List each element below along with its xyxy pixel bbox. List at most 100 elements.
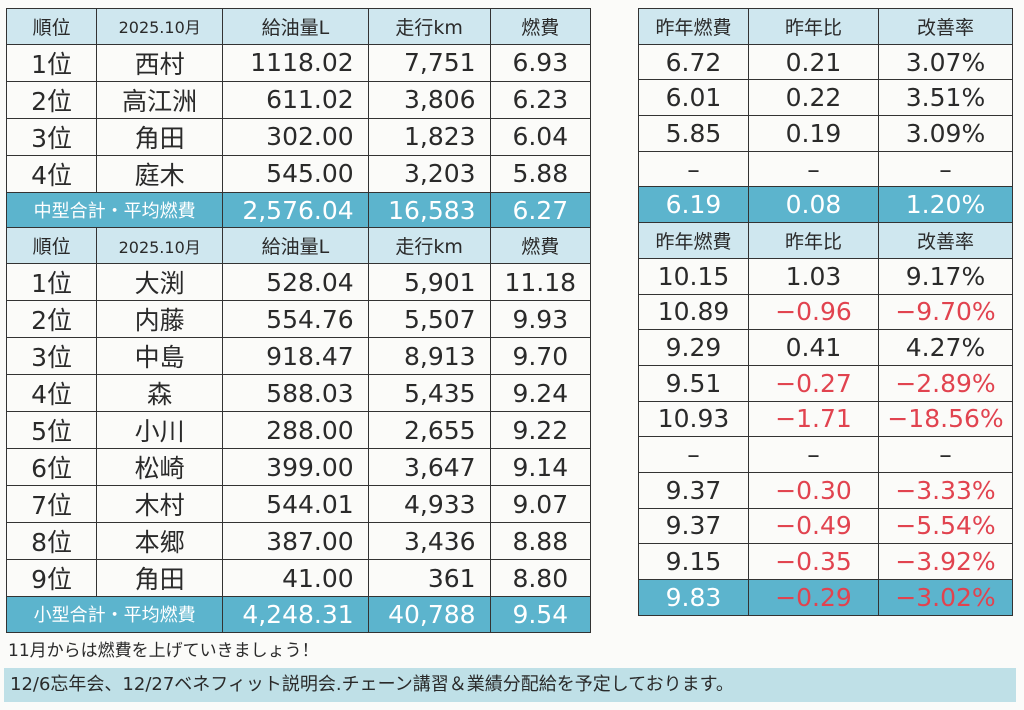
- fuel-cell: 545.00: [222, 154, 369, 193]
- last-year-cell: 5.85: [638, 115, 749, 152]
- driver-name: 角田: [96, 117, 224, 156]
- rate-cell: −5.54%: [878, 507, 1013, 545]
- last-year-cell: 9.37: [638, 471, 749, 509]
- rank-cell: 8位: [5, 522, 98, 561]
- table-row: 6位 松崎 399.00 3,647 9.14: [5, 448, 592, 487]
- last-year-cell: 10.89: [638, 293, 749, 331]
- rank-cell: 6位: [5, 448, 98, 487]
- diff-cell: −1.71: [748, 400, 879, 438]
- rank-cell: 4位: [5, 374, 98, 413]
- table-row: – – –: [638, 436, 1013, 473]
- efficiency-cell: 9.93: [489, 300, 592, 339]
- diff-cell: −0.96: [748, 293, 879, 331]
- distance-cell: 5,507: [367, 300, 491, 339]
- last-year-cell: 9.37: [638, 507, 749, 545]
- fuel-cell: 387.00: [222, 522, 369, 561]
- table-row: 3位 角田 302.00 1,823 6.04: [5, 117, 592, 156]
- rank-cell: 1位: [5, 43, 98, 82]
- distance-cell: 3,203: [367, 154, 491, 193]
- table-row: 10.93 −1.71 −18.56%: [638, 400, 1013, 438]
- table-row: 8位 本郷 387.00 3,436 8.88: [5, 522, 592, 561]
- rank-cell: 2位: [5, 80, 98, 119]
- column-header: 昨年比: [748, 8, 879, 45]
- distance-cell: 3,647: [367, 448, 491, 487]
- average-efficiency: 9.54: [489, 596, 592, 633]
- driver-name: 西村: [96, 43, 224, 82]
- table-row: – – –: [638, 150, 1013, 188]
- fuel-cell: 41.00: [222, 559, 369, 598]
- column-header: 給油量L: [222, 8, 369, 45]
- diff-total: −0.29: [748, 579, 879, 616]
- fuel-cell: 1118.02: [222, 43, 369, 82]
- driver-name: 内藤: [96, 300, 224, 339]
- table-row: 7位 木村 544.01 4,933 9.07: [5, 485, 592, 524]
- distance-total: 40,788: [367, 596, 491, 633]
- column-header: 昨年燃費: [638, 8, 749, 45]
- diff-cell: 1.03: [748, 257, 879, 295]
- last-year-average: 9.83: [638, 579, 749, 616]
- column-header: 2025.10月: [96, 227, 224, 265]
- table-row: 10.15 1.03 9.17%: [638, 257, 1013, 295]
- diff-cell: 0.19: [748, 115, 879, 152]
- header-row: 昨年燃費 昨年比 改善率: [638, 8, 1013, 45]
- driver-name: 本郷: [96, 522, 224, 561]
- rate-cell: –: [878, 150, 1013, 188]
- column-header: 走行km: [367, 227, 491, 265]
- table-row: 1位 大渕 528.04 5,901 11.18: [5, 263, 592, 302]
- efficiency-cell: 6.23: [489, 80, 592, 119]
- diff-cell: −0.27: [748, 364, 879, 402]
- note-text: 11月からは燃費を上げていきましょう！: [8, 641, 319, 661]
- diff-cell: −0.49: [748, 507, 879, 545]
- table-row: 6.01 0.22 3.51%: [638, 79, 1013, 117]
- fuel-cell: 528.04: [222, 263, 369, 302]
- fuel-cell: 302.00: [222, 117, 369, 156]
- table-row: 1位 西村 1118.02 7,751 6.93: [5, 43, 592, 82]
- rate-cell: −2.89%: [878, 364, 1013, 402]
- distance-cell: 8,913: [367, 337, 491, 376]
- column-header: 燃費: [489, 8, 592, 45]
- table-row: 5.85 0.19 3.09%: [638, 115, 1013, 152]
- fuel-cell: 918.47: [222, 337, 369, 376]
- last-year-cell: –: [638, 436, 749, 473]
- distance-cell: 1,823: [367, 117, 491, 156]
- driver-name: 高江洲: [96, 80, 224, 119]
- diff-cell: −0.30: [748, 471, 879, 509]
- summary-row: 6.19 0.08 1.20%: [638, 186, 1013, 224]
- diff-cell: 0.41: [748, 329, 879, 366]
- column-header: 燃費: [489, 227, 592, 265]
- distance-cell: 2,655: [367, 411, 491, 450]
- efficiency-cell: 8.80: [489, 559, 592, 598]
- rank-cell: 9位: [5, 559, 98, 598]
- table-row: 2位 内藤 554.76 5,507 9.93: [5, 300, 592, 339]
- fuel-cell: 611.02: [222, 80, 369, 119]
- diff-cell: –: [748, 436, 879, 473]
- column-header: 給油量L: [222, 227, 369, 265]
- table-row: 3位 中島 918.47 8,913 9.70: [5, 337, 592, 376]
- header-row: 順位 2025.10月 給油量L 走行km 燃費: [5, 8, 592, 45]
- column-header: 改善率: [878, 8, 1013, 45]
- driver-name: 木村: [96, 485, 224, 524]
- fuel-cell: 554.76: [222, 300, 369, 339]
- table-row: 6.72 0.21 3.07%: [638, 43, 1013, 81]
- rate-cell: −3.92%: [878, 543, 1013, 580]
- table-row: 9位 角田 41.00 361 8.80: [5, 559, 592, 598]
- rank-cell: 4位: [5, 154, 98, 193]
- driver-name: 森: [96, 374, 224, 413]
- rate-cell: 3.51%: [878, 79, 1013, 117]
- comparison-table-right: 昨年燃費 昨年比 改善率 6.72 0.21 3.07% 6.01 0.22 3.51% 5.85…: [638, 8, 1013, 616]
- header-row: 昨年燃費 昨年比 改善率: [638, 222, 1013, 259]
- rate-cell: 9.17%: [878, 257, 1013, 295]
- fuel-cell: 288.00: [222, 411, 369, 450]
- diff-cell: –: [748, 150, 879, 188]
- distance-cell: 7,751: [367, 43, 491, 82]
- column-header: 2025.10月: [96, 8, 224, 45]
- driver-name: 大渕: [96, 263, 224, 302]
- table-row: 5位 小川 288.00 2,655 9.22: [5, 411, 592, 450]
- diff-total: 0.08: [748, 186, 879, 224]
- distance-cell: 5,435: [367, 374, 491, 413]
- column-header: 昨年比: [748, 222, 879, 259]
- rate-cell: −9.70%: [878, 293, 1013, 331]
- diff-cell: −0.35: [748, 543, 879, 580]
- column-header: 順位: [5, 227, 98, 265]
- driver-name: 庭木: [96, 154, 224, 193]
